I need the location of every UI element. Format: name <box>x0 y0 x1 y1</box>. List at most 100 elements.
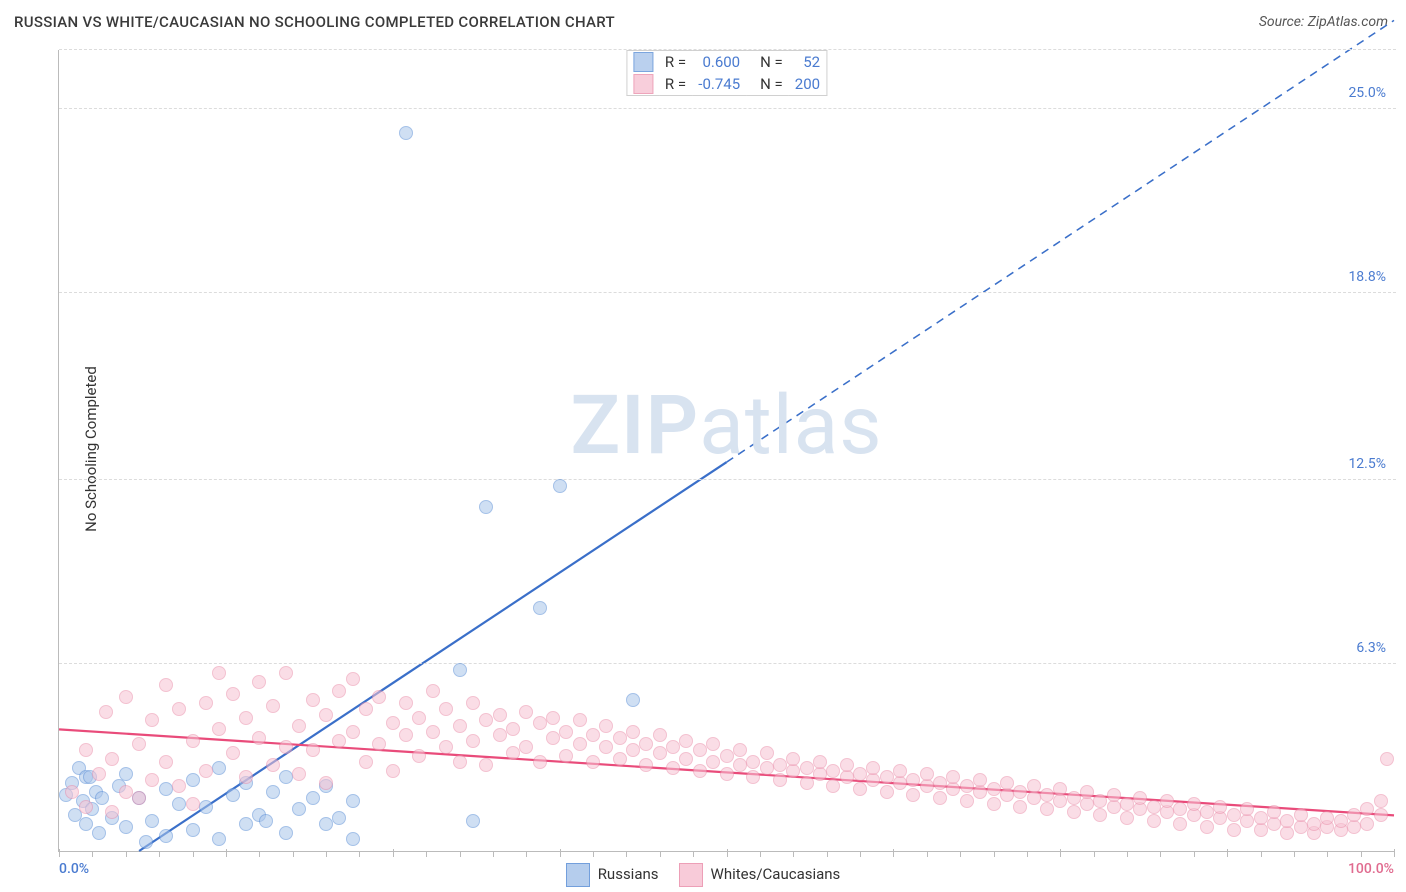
xtick-minor <box>960 852 961 857</box>
data-point-whites <box>1107 788 1121 802</box>
data-point-whites <box>720 767 734 781</box>
xtick-minor <box>1127 852 1128 857</box>
data-point-whites <box>479 713 493 727</box>
data-point-whites <box>399 696 413 710</box>
data-point-whites <box>1080 785 1094 799</box>
xtick <box>893 849 894 857</box>
data-point-whites <box>1133 791 1147 805</box>
data-point-whites <box>920 767 934 781</box>
data-point-whites <box>65 785 79 799</box>
data-point-whites <box>186 797 200 811</box>
data-point-whites <box>306 693 320 707</box>
stats-row-russians: R =0.600N =52 <box>626 51 826 74</box>
xtick <box>1394 849 1395 857</box>
data-point-russians <box>95 791 109 805</box>
data-point-whites <box>292 767 306 781</box>
xtick-minor <box>927 852 928 857</box>
data-point-whites <box>906 773 920 787</box>
data-point-whites <box>1013 800 1027 814</box>
data-point-russians <box>453 663 467 677</box>
data-point-whites <box>559 749 573 763</box>
data-point-whites <box>239 711 253 725</box>
watermark: ZIPatlas <box>570 378 882 474</box>
data-point-whites <box>613 752 627 766</box>
data-point-whites <box>893 764 907 778</box>
data-point-whites <box>212 722 226 736</box>
data-point-whites <box>479 758 493 772</box>
data-point-whites <box>145 713 159 727</box>
data-point-whites <box>586 755 600 769</box>
watermark-light: atlas <box>699 378 882 474</box>
data-point-whites <box>773 758 787 772</box>
data-point-whites <box>840 758 854 772</box>
xtick-minor <box>359 852 360 857</box>
data-point-whites <box>906 788 920 802</box>
xtick-minor <box>460 852 461 857</box>
data-point-russians <box>346 794 360 808</box>
stats-row-whites: R =-0.745N =200 <box>626 73 826 96</box>
data-point-whites <box>800 761 814 775</box>
xtick-minor <box>1261 852 1262 857</box>
data-point-whites <box>132 791 146 805</box>
data-point-whites <box>679 734 693 748</box>
plot-wrap: No Schooling Completed ZIPatlas R =0.600… <box>0 40 1406 858</box>
data-point-whites <box>706 755 720 769</box>
data-point-whites <box>1147 800 1161 814</box>
data-point-whites <box>186 734 200 748</box>
data-point-whites <box>145 773 159 787</box>
data-point-russians <box>279 770 293 784</box>
xtick-minor <box>1294 852 1295 857</box>
data-point-whites <box>372 737 386 751</box>
data-point-whites <box>706 737 720 751</box>
data-point-russians <box>79 817 93 831</box>
stats-legend: R =0.600N =52R =-0.745N =200 <box>626 50 827 96</box>
data-point-whites <box>1347 808 1361 822</box>
data-point-whites <box>866 761 880 775</box>
chart-title: RUSSIAN VS WHITE/CAUCASIAN NO SCHOOLING … <box>14 13 615 31</box>
data-point-whites <box>1374 794 1388 808</box>
ytick-label: 25.0% <box>1348 85 1386 101</box>
data-point-whites <box>79 743 93 757</box>
data-point-whites <box>1200 820 1214 834</box>
xtick-minor <box>626 852 627 857</box>
xtick-minor <box>126 852 127 857</box>
data-point-whites <box>412 749 426 763</box>
data-point-whites <box>733 743 747 757</box>
data-point-whites <box>426 684 440 698</box>
data-point-whites <box>386 764 400 778</box>
ytick-label: 12.5% <box>1348 456 1386 472</box>
data-point-whites <box>332 684 346 698</box>
data-point-whites <box>105 752 119 766</box>
data-point-whites <box>573 737 587 751</box>
data-point-whites <box>226 687 240 701</box>
data-point-whites <box>1254 811 1268 825</box>
data-point-whites <box>226 746 240 760</box>
xtick-minor <box>760 852 761 857</box>
data-point-whites <box>693 764 707 778</box>
data-point-whites <box>973 773 987 787</box>
data-point-whites <box>252 675 266 689</box>
xtick-minor <box>259 852 260 857</box>
plot-area: ZIPatlas R =0.600N =52R =-0.745N =200 6.… <box>58 50 1394 852</box>
data-point-whites <box>813 755 827 769</box>
data-point-whites <box>172 702 186 716</box>
data-point-russians <box>119 767 133 781</box>
xtick-minor <box>293 852 294 857</box>
xtick-minor <box>860 852 861 857</box>
data-point-russians <box>266 785 280 799</box>
data-point-whites <box>92 767 106 781</box>
data-point-whites <box>1173 817 1187 831</box>
xtick <box>560 849 561 857</box>
data-point-whites <box>199 696 213 710</box>
data-point-whites <box>493 728 507 742</box>
xtick-minor <box>827 852 828 857</box>
data-point-whites <box>613 731 627 745</box>
data-point-russians <box>119 820 133 834</box>
data-point-russians <box>226 788 240 802</box>
data-point-whites <box>987 782 1001 796</box>
data-point-russians <box>239 817 253 831</box>
data-point-whites <box>946 770 960 784</box>
data-point-whites <box>666 740 680 754</box>
data-point-russians <box>306 791 320 805</box>
data-point-whites <box>1040 788 1054 802</box>
